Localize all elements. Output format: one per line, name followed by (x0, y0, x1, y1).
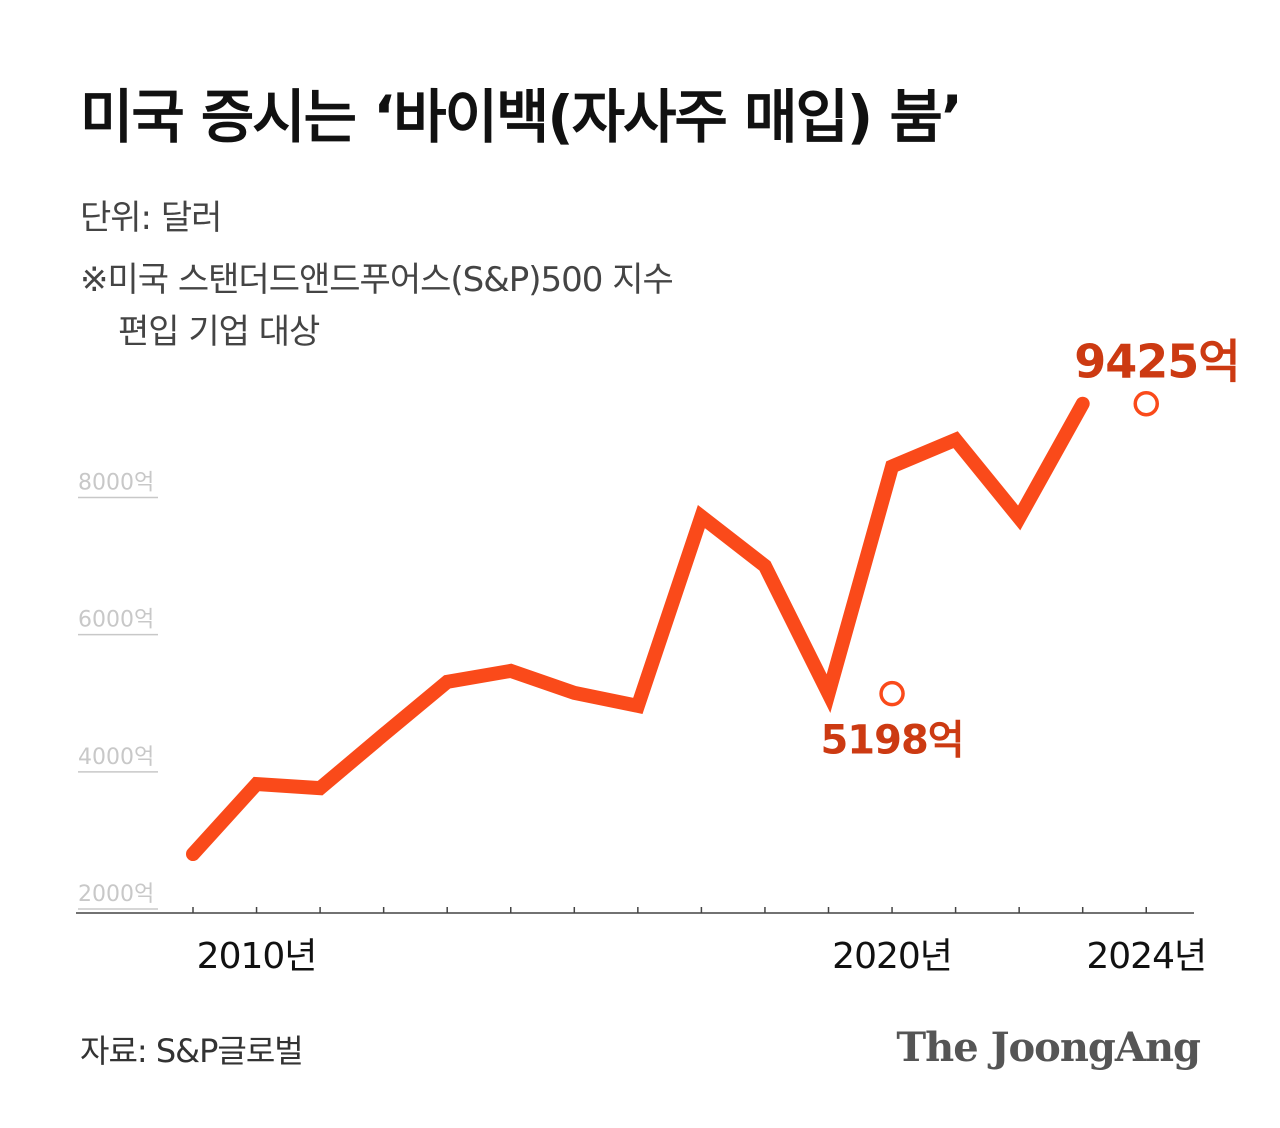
chart-title: 미국 증시는 ‘바이백(자사주 매입) 붐’ (80, 83, 963, 151)
scope-note-line2: 편입 기업 대상 (118, 312, 320, 352)
x-tick-label: 2020년 (832, 936, 952, 977)
y-tick-label: 8000억 (78, 470, 154, 495)
y-tick-label: 4000억 (78, 745, 154, 770)
data-label-annotation: 5198억 (820, 718, 963, 764)
unit-note: 단위: 달러 (80, 198, 222, 238)
series-line (186, 396, 1090, 862)
scope-note-line1: ※미국 스탠더드앤드푸어스(S&P)500 지수 (80, 260, 674, 300)
highlight-point-marker (1133, 390, 1159, 417)
x-tick-label: 2010년 (197, 936, 317, 977)
publisher-logo: The JoongAng (896, 1024, 1201, 1071)
highlight-point-marker (879, 680, 905, 707)
x-tick-label: 2024년 (1086, 936, 1206, 977)
y-tick-label: 6000억 (78, 608, 154, 633)
source-note: 자료: S&P글로벌 (80, 1032, 304, 1070)
data-label-annotation: 9425억 (1074, 335, 1239, 389)
y-tick-label: 2000억 (78, 882, 154, 907)
